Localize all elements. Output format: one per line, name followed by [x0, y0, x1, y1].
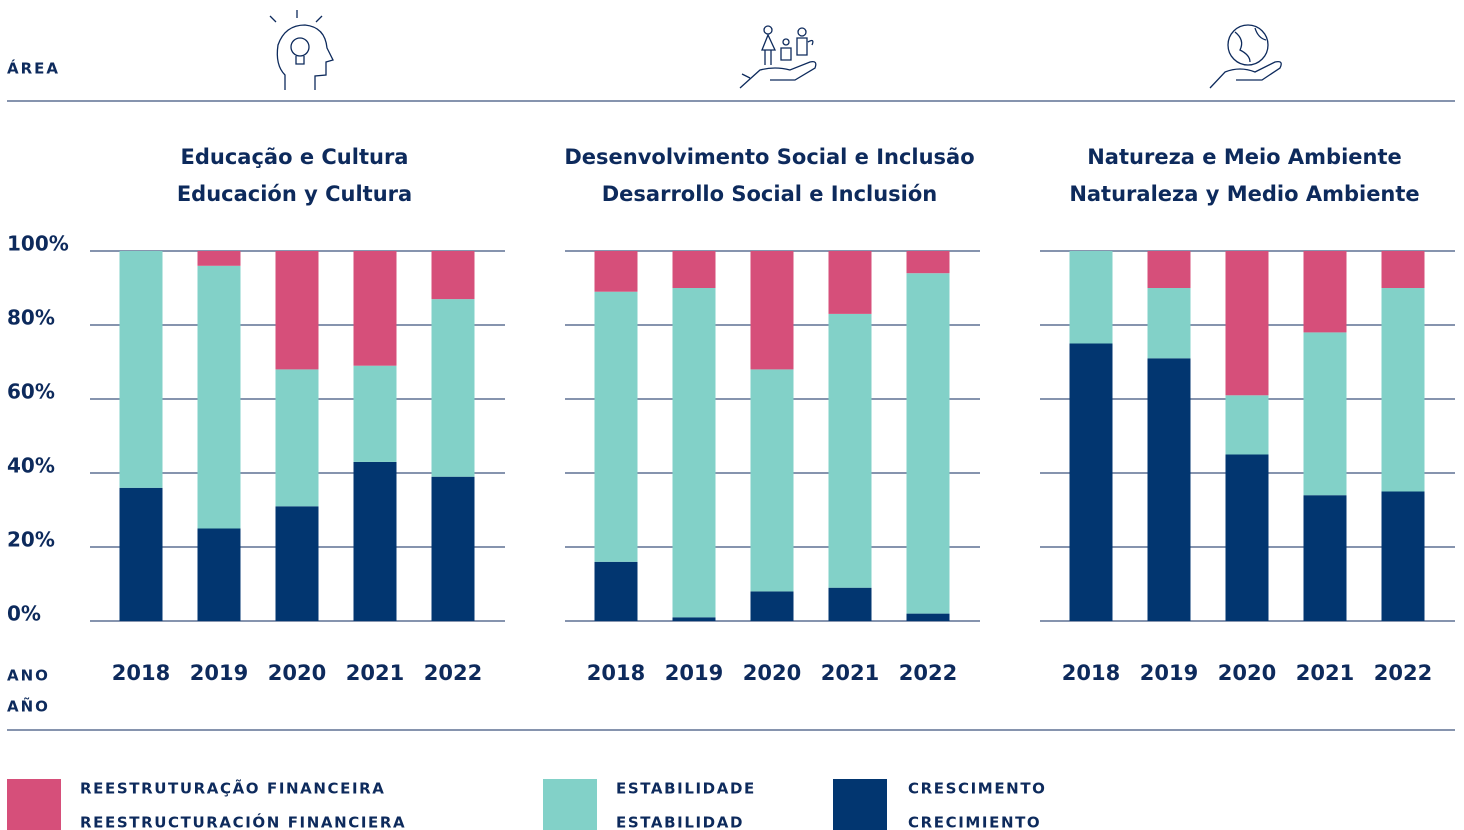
x-tick-label: 2019	[665, 661, 723, 685]
bar-segment	[1225, 251, 1269, 396]
bar-segment	[119, 487, 163, 621]
bar-segment	[353, 251, 397, 366]
x-tick-label: 2018	[112, 661, 170, 685]
year-label: AÑO	[7, 697, 50, 716]
bar-segment	[828, 251, 872, 314]
x-tick-label: 2019	[1140, 661, 1198, 685]
x-tick-label: 2019	[190, 661, 248, 685]
chart-title: Educación y Cultura	[177, 182, 412, 206]
bar-segment	[353, 365, 397, 462]
bar-segment	[750, 251, 794, 370]
bar-segment	[750, 369, 794, 592]
y-tick-label: 80%	[7, 306, 55, 330]
icon-education	[269, 10, 334, 90]
x-tick-label: 2022	[424, 661, 482, 685]
legend-label: CRESCIMENTO	[908, 780, 1047, 798]
x-tick-label: 2020	[268, 661, 326, 685]
bar-segment	[672, 288, 716, 618]
x-tick-label: 2021	[346, 661, 404, 685]
bar-segment	[906, 613, 950, 621]
bar-segment	[672, 251, 716, 288]
bar-segment	[594, 561, 638, 621]
y-tick-label: 40%	[7, 454, 55, 478]
bar-segment	[431, 476, 475, 621]
bar-segment	[1147, 251, 1191, 288]
area-label: ÁREA	[7, 59, 60, 78]
chart-title: Desarrollo Social e Inclusión	[602, 182, 938, 206]
y-tick-label: 0%	[7, 602, 41, 626]
y-tick-label: 20%	[7, 528, 55, 552]
year-label: ANO	[7, 667, 50, 685]
x-tick-label: 2021	[821, 661, 879, 685]
bar-segment	[1225, 454, 1269, 621]
bar-segment	[594, 251, 638, 292]
legend-label: ESTABILIDAD	[616, 814, 744, 830]
x-tick-label: 2018	[1062, 661, 1120, 685]
chart-title: Natureza e Meio Ambiente	[1087, 145, 1402, 169]
bar-segment	[431, 251, 475, 300]
bar-segment	[672, 617, 716, 621]
bar-segment	[1225, 395, 1269, 455]
icon-social	[739, 25, 817, 89]
bar-segment	[906, 251, 950, 274]
y-tick-label: 60%	[7, 380, 55, 404]
bar-segment	[1381, 288, 1425, 492]
chart-title: Educação e Cultura	[181, 145, 409, 169]
x-tick-label: 2020	[743, 661, 801, 685]
legend-label: ESTABILIDADE	[616, 780, 756, 798]
x-tick-label: 2020	[1218, 661, 1276, 685]
bar-segment	[828, 313, 872, 588]
bar-segment	[275, 506, 319, 621]
legend-swatch	[543, 779, 597, 830]
bar-segment	[1069, 251, 1113, 344]
x-tick-label: 2022	[1374, 661, 1432, 685]
legend-label: REESTRUCTURACIÓN FINANCIERA	[80, 813, 406, 830]
bar-segment	[1381, 251, 1425, 288]
bar-segment	[197, 528, 241, 621]
legend-swatch	[833, 779, 887, 830]
x-tick-label: 2021	[1296, 661, 1354, 685]
x-tick-label: 2022	[899, 661, 957, 685]
bar-segment	[1147, 288, 1191, 359]
legend-swatch	[7, 779, 61, 830]
bar-segment	[353, 461, 397, 621]
chart-title: Naturaleza y Medio Ambiente	[1069, 182, 1419, 206]
legend-label: CRECIMIENTO	[908, 814, 1041, 830]
chart-title: Desenvolvimento Social e Inclusão	[564, 145, 974, 169]
legend-label: REESTRUTURAÇÃO FINANCEIRA	[80, 779, 386, 798]
bar-segment	[828, 587, 872, 621]
bar-segment	[197, 265, 241, 529]
bar-segment	[1303, 495, 1347, 621]
bar-segment	[750, 591, 794, 621]
x-tick-label: 2018	[587, 661, 645, 685]
bar-segment	[1069, 343, 1113, 621]
bar-segment	[275, 369, 319, 507]
y-tick-label: 100%	[7, 232, 69, 256]
bar-segment	[197, 251, 241, 266]
bar-segment	[594, 291, 638, 562]
bar-segment	[275, 251, 319, 370]
bar-segment	[431, 299, 475, 477]
bar-segment	[1147, 358, 1191, 621]
bar-segment	[906, 273, 950, 614]
bar-segment	[1303, 332, 1347, 496]
icon-environment	[1209, 24, 1282, 89]
bar-segment	[1381, 491, 1425, 621]
bar-segment	[1303, 251, 1347, 333]
bar-segment	[119, 251, 163, 488]
